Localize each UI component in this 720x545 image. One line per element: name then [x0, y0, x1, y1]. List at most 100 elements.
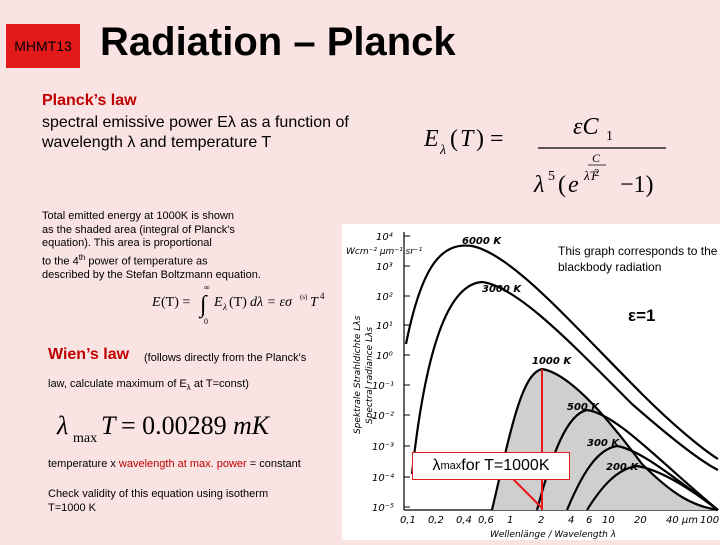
total-energy-text: Total emitted energy at 1000K is shown a…: [42, 210, 297, 283]
x-tick: 40 μm: [666, 515, 698, 526]
svg-text:λT: λT: [583, 168, 598, 183]
planck-formula: E λ ( T ) = εC 1 C 2 λ 5 ( e λT −1): [423, 114, 666, 198]
y-tick: 10¹: [376, 321, 393, 332]
planck-description: spectral emissive power Eλ as a function…: [42, 113, 402, 153]
wien-heading: Wien’s law: [48, 346, 130, 363]
svg-text:(T) =: (T) =: [161, 295, 190, 310]
y-tick: 10⁻⁴: [372, 472, 394, 484]
y-tick: 10⁴: [376, 231, 393, 243]
svg-text:λ: λ: [56, 411, 68, 440]
total-energy-line4-prefix: to the 4: [42, 255, 79, 268]
y-axis-title-en: Spectral radiance Lλs: [365, 327, 375, 424]
lambda-max-pointer: [511, 477, 543, 509]
wien-temp-line-part1: temperature x: [48, 458, 119, 470]
wien-temp-line-part2: wavelength at max. power: [118, 458, 247, 470]
total-energy-line: to the 4th power of temperature as: [42, 251, 297, 269]
wien-note: (follows directly from the Planck's: [144, 352, 307, 364]
curve-label: 1000 K: [532, 356, 572, 367]
course-tag: MHMT13: [6, 24, 80, 68]
blackbody-graph: 10⁴ 10³ 10² 10¹ 10⁰ 10⁻¹ 10⁻² 10⁻³ 10⁻⁴ …: [342, 224, 720, 540]
graph-note: This graph corresponds to the blackbody …: [558, 244, 718, 274]
y-tick: 10⁻¹: [372, 381, 394, 392]
wien-temperature-line: temperature x wavelength at max. power =…: [48, 458, 301, 470]
lambda-max-sub: max: [440, 460, 462, 472]
slide-title: Radiation – Planck: [100, 20, 456, 64]
y-tick: 10⁻³: [372, 442, 394, 453]
svg-text:∞: ∞: [204, 283, 210, 292]
svg-text:(: (: [450, 126, 458, 152]
svg-text:E: E: [423, 126, 439, 152]
svg-text:1: 1: [606, 129, 613, 144]
svg-text:e: e: [568, 172, 579, 198]
curve-200k: [586, 464, 719, 511]
svg-text:λ: λ: [439, 143, 446, 158]
svg-text:∫: ∫: [198, 292, 208, 319]
y-axis-title-de: Spektrale Strahldichte Lλs: [353, 315, 363, 434]
x-tick: 0,1: [400, 515, 416, 526]
svg-text:0: 0: [204, 317, 208, 326]
total-energy-line4-sup: th: [78, 252, 86, 262]
x-tick: 0,4: [456, 515, 472, 526]
curve-label: 500 K: [567, 402, 600, 413]
x-tick: 0,2: [428, 515, 444, 526]
wien-note2-sub: λ: [186, 383, 191, 393]
y-tick: 10³: [376, 262, 393, 273]
curve-label: 3000 K: [482, 284, 522, 295]
y-tick: 10⁻⁵: [372, 503, 394, 514]
lambda-max-label: λ max for T=1000K: [412, 452, 570, 480]
y-tick: 10⁻²: [372, 411, 394, 422]
svg-text:4: 4: [320, 291, 325, 301]
y-tick: 10⁰: [376, 351, 393, 362]
svg-text:(: (: [558, 172, 566, 198]
wien-temp-line-part3: = constant: [246, 458, 301, 470]
svg-text:λ: λ: [222, 302, 227, 312]
svg-text:max: max: [73, 431, 97, 446]
wien-note2-suffix: at T=const): [190, 378, 249, 390]
x-tick: 1: [507, 515, 513, 526]
planck-heading: Planck’s law: [42, 92, 137, 109]
lambda-max-symbol: λ: [432, 457, 441, 474]
svg-text:(T): (T): [229, 295, 247, 310]
y-units: Wcm⁻² μm⁻¹ sr⁻¹: [346, 247, 423, 257]
svg-text:(s): (s): [300, 293, 308, 301]
svg-text:C: C: [592, 151, 601, 165]
wien-check-line: Check validity of this equation using is…: [48, 488, 269, 500]
x-tick: 10: [602, 515, 615, 526]
total-energy-line: described by the Stefan Boltzmann equati…: [42, 269, 261, 282]
x-tick: 0,6: [478, 515, 494, 526]
x-tick: 4: [568, 515, 574, 526]
svg-text:2: 2: [594, 167, 600, 179]
svg-text:T: T: [101, 411, 117, 440]
total-energy-line4-suffix: power of temperature as: [85, 255, 208, 268]
svg-text:−1): −1): [620, 172, 654, 198]
x-tick: 100: [700, 515, 719, 526]
wien-note2-prefix: law, calculate maximum of E: [48, 378, 187, 390]
y-tick: 10²: [376, 292, 393, 303]
svg-text:mK: mK: [233, 411, 271, 440]
stefan-boltzmann-formula: E (T) = ∫ ∞ 0 E λ (T) dλ = εσ (s) T 4: [151, 283, 325, 326]
emissivity-label: ε=1: [628, 306, 656, 325]
total-energy-line: Total emitted energy at 1000K is shown: [42, 210, 235, 222]
svg-text:) =: ) =: [476, 126, 504, 152]
svg-text:T: T: [310, 295, 319, 310]
curve-label: 300 K: [587, 438, 620, 449]
wien-check-text: Check validity of this equation using is…: [48, 488, 298, 515]
svg-text:5: 5: [548, 169, 555, 184]
curve-label: 6000 K: [462, 236, 502, 247]
total-energy-line: equation). This area is proportional: [42, 237, 212, 250]
planck-description-line1: spectral emissive power Eλ as a function…: [42, 114, 349, 131]
curve-label: 200 K: [606, 462, 639, 473]
svg-text:E: E: [151, 295, 161, 310]
total-energy-line: as the shaded area (integral of Planck's: [42, 223, 235, 236]
blackbody-graph-svg: 10⁴ 10³ 10² 10¹ 10⁰ 10⁻¹ 10⁻² 10⁻³ 10⁻⁴ …: [346, 231, 719, 540]
curve-1000k: [490, 367, 719, 512]
svg-text:εC: εC: [573, 114, 599, 140]
planck-description-line2: wavelength λ and temperature T: [42, 134, 272, 151]
wien-formula: λ max T = 0.00289 mK: [56, 411, 271, 446]
x-tick: 2: [538, 515, 544, 526]
x-tick: 20: [634, 515, 647, 526]
wien-check-line: T=1000 K: [48, 501, 97, 514]
svg-text:λ: λ: [533, 172, 544, 198]
svg-text:E: E: [213, 295, 223, 310]
curve-6000k: [404, 244, 719, 460]
